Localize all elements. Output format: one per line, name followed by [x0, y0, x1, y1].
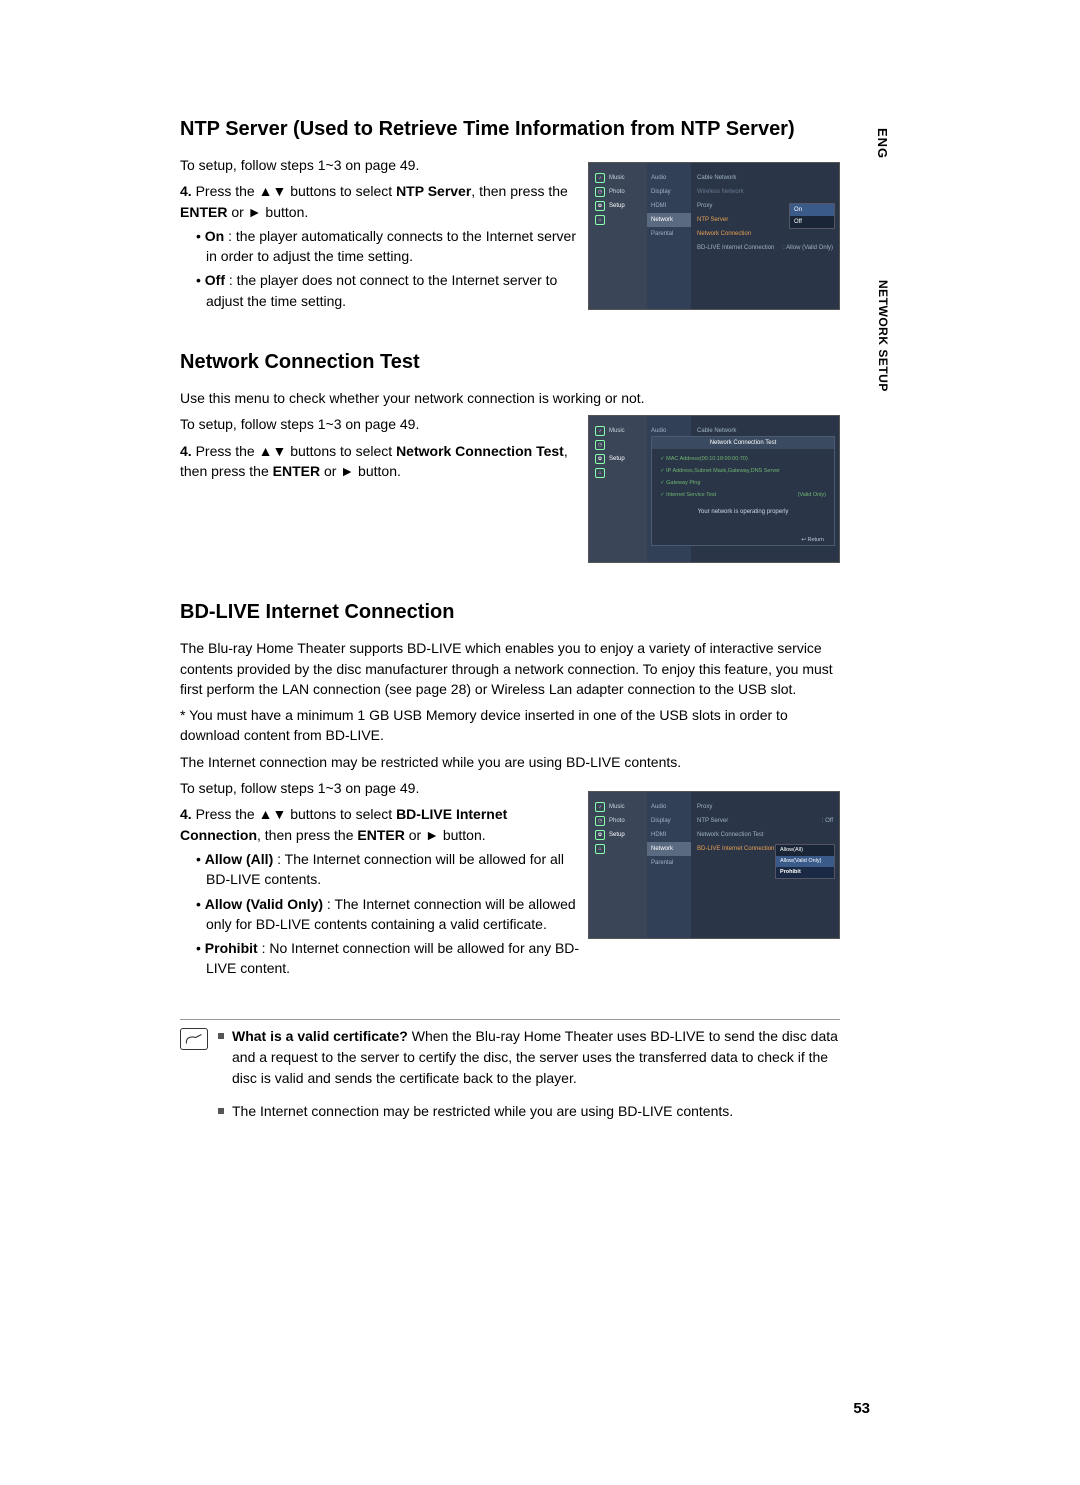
section3-bullet-allow-all: Allow (All) : The Internet connection wi…	[180, 849, 580, 890]
section-bd-live: BD-LIVE Internet Connection The Blu-ray …	[180, 601, 840, 978]
section3-screenshot: ♪Music ◷Photo ✿Setup ⌂ Audio Display HDM…	[588, 791, 840, 939]
section-ntp-server: NTP Server (Used to Retrieve Time Inform…	[180, 118, 840, 311]
note-item-2-text: The Internet connection may be restricte…	[232, 1101, 733, 1122]
section3-intro: To setup, follow steps 1~3 on page 49.	[180, 778, 580, 798]
side-tab-section-text: NETWORK SETUP	[876, 280, 890, 392]
note-item-1-lead: What is a valid certificate?	[232, 1028, 408, 1044]
section1-bullet-off: Off : the player does not connect to the…	[180, 270, 580, 311]
section3-bullet-prohibit: Prohibit : No Internet connection will b…	[180, 938, 580, 979]
section3-p1: The Blu-ray Home Theater supports BD-LIV…	[180, 638, 840, 699]
section1-title: NTP Server (Used to Retrieve Time Inform…	[180, 118, 840, 141]
note-block: What is a valid certificate? When the Bl…	[180, 1019, 840, 1134]
section2-step: 4. Press the ▲▼ buttons to select Networ…	[180, 441, 580, 482]
side-tab-lang: ENG	[875, 128, 890, 159]
section1-bullet-on: On : the player automatically connects t…	[180, 226, 580, 267]
section2-intro2: To setup, follow steps 1~3 on page 49.	[180, 414, 580, 434]
section1-screenshot: ♪Music ◷Photo ✿Setup ⌂ Audio Display HDM…	[588, 162, 840, 310]
section3-p3: The Internet connection may be restricte…	[180, 752, 840, 772]
section3-title: BD-LIVE Internet Connection	[180, 601, 840, 624]
page-number: 53	[853, 1400, 870, 1417]
section3-p2: * You must have a minimum 1 GB USB Memor…	[180, 705, 840, 746]
section3-bullet-allow-valid: Allow (Valid Only) : The Internet connec…	[180, 894, 580, 935]
side-tab-section: NETWORK SETUP	[876, 280, 890, 392]
section2-title: Network Connection Test	[180, 351, 840, 374]
section2-screenshot: ♪Music ◷ ✿Setup ⌂ Audio Cable Network Ne…	[588, 415, 840, 563]
section-network-connection-test: Network Connection Test Use this menu to…	[180, 351, 840, 481]
section1-step: 4. Press the ▲▼ buttons to select NTP Se…	[180, 181, 580, 222]
section1-intro: To setup, follow steps 1~3 on page 49.	[180, 155, 580, 175]
section2-intro1: Use this menu to check whether your netw…	[180, 388, 840, 408]
section3-step: 4. Press the ▲▼ buttons to select BD-LIV…	[180, 804, 580, 845]
note-icon	[180, 1028, 208, 1050]
